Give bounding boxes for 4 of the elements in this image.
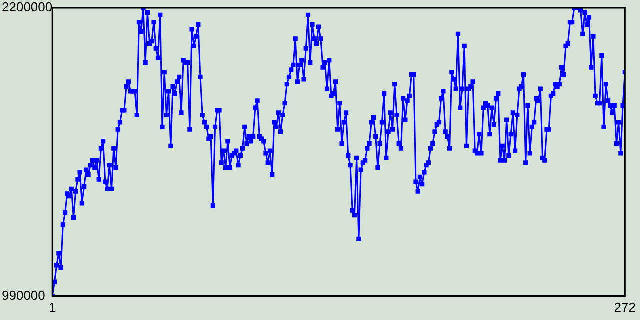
x-tick-label: 1	[48, 300, 56, 315]
y-tick-label: 2200000	[2, 0, 53, 15]
y-tick-label: 990000	[2, 288, 46, 303]
x-tick-label: 272	[614, 300, 636, 315]
